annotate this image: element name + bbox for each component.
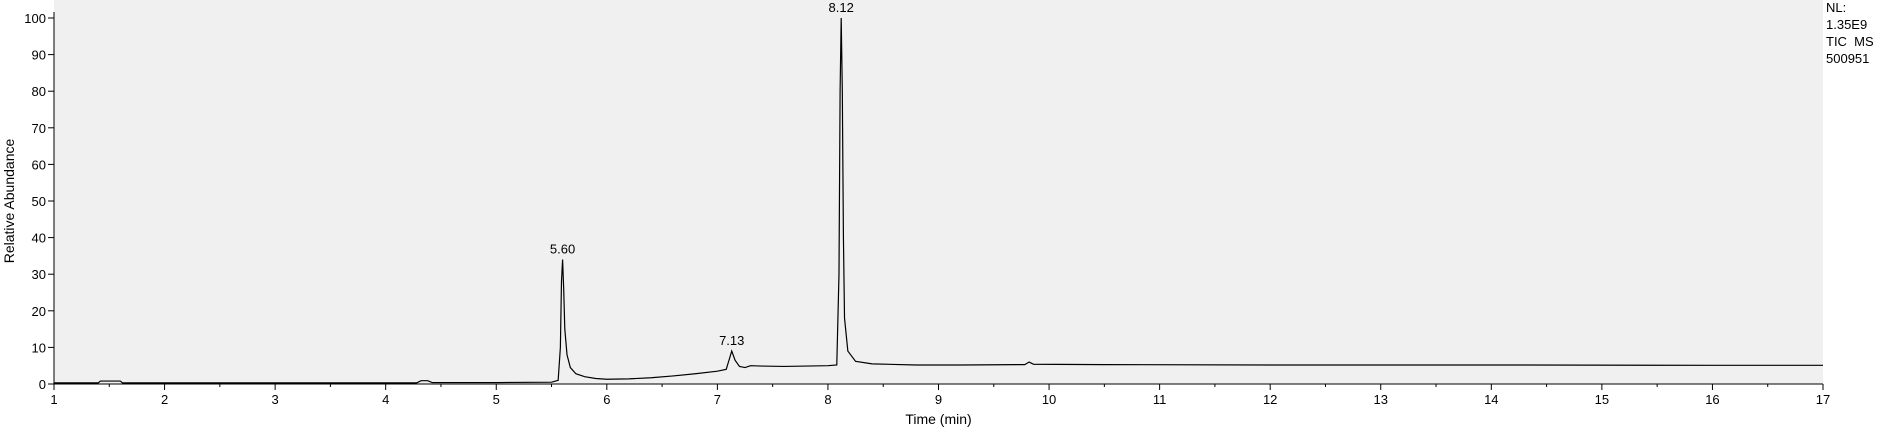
series-line: [54, 17, 1823, 384]
peak-label: 7.13: [719, 333, 744, 348]
info-line-nl: NL:: [1826, 0, 1846, 15]
y-tick-label: 30: [32, 267, 46, 282]
info-line-id: 500951: [1826, 51, 1869, 66]
x-tick-label: 13: [1374, 392, 1388, 407]
info-text: NL: 1.35E9 TIC MS 500951: [1826, 0, 1874, 66]
y-tick-label: 80: [32, 84, 46, 99]
x-tick-label: 12: [1263, 392, 1277, 407]
y-axis-label: Relative Abundance: [1, 139, 17, 264]
x-tick-label: 14: [1484, 392, 1498, 407]
x-tick-label: 4: [382, 392, 389, 407]
x-tick-label: 7: [714, 392, 721, 407]
plot-area: [54, 0, 1823, 384]
x-tick-label: 3: [272, 392, 279, 407]
y-tick-label: 10: [32, 340, 46, 355]
y-axis: 0 10 20 30 40 50 60 70 80 90 100: [24, 11, 55, 392]
y-tick-label: 70: [32, 121, 46, 136]
x-axis-label: Time (min): [905, 411, 971, 427]
x-tick-label: 1: [50, 392, 57, 407]
y-tick-label: 20: [32, 304, 46, 319]
x-tick-label: 9: [935, 392, 942, 407]
x-tick-label: 10: [1042, 392, 1056, 407]
x-axis: 1 2 3 4 5 6 7 8 9 10 11 12 13 14 15 16 17: [50, 383, 1830, 407]
y-tick-label: 90: [32, 48, 46, 63]
y-tick-label: 60: [32, 157, 46, 172]
peak-label: 5.60: [550, 242, 575, 257]
y-tick-label: 0: [39, 377, 46, 392]
x-tick-label: 5: [493, 392, 500, 407]
peak-label: 8.12: [829, 0, 854, 15]
x-tick-label: 16: [1705, 392, 1719, 407]
y-tick-label: 40: [32, 231, 46, 246]
x-tick-label: 15: [1595, 392, 1609, 407]
y-tick-label: 50: [32, 194, 46, 209]
info-line-value: 1.35E9: [1826, 17, 1867, 32]
x-tick-label: 11: [1153, 392, 1167, 407]
info-line-scan: TIC MS: [1826, 34, 1874, 49]
peak-labels: 5.60 7.13 8.12: [550, 0, 854, 348]
x-tick-label: 6: [603, 392, 610, 407]
y-tick-label: 100: [24, 11, 46, 26]
x-tick-label: 2: [161, 392, 168, 407]
x-tick-label: 8: [824, 392, 831, 407]
x-tick-label: 17: [1816, 392, 1830, 407]
